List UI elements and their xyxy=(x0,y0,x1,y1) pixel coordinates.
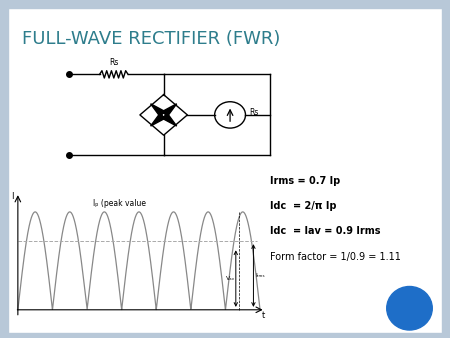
Bar xyxy=(0,0,8,338)
Text: Idc  = Iav = 0.9 Irms: Idc = Iav = 0.9 Irms xyxy=(270,226,381,237)
Polygon shape xyxy=(162,104,177,116)
Text: Irms = 0.7 Ip: Irms = 0.7 Ip xyxy=(270,176,340,186)
Polygon shape xyxy=(162,114,177,126)
Text: I: I xyxy=(11,192,13,201)
Bar xyxy=(0,333,450,338)
Text: Iᵣₘₛ: Iᵣₘₛ xyxy=(255,273,265,278)
Bar xyxy=(0,0,450,8)
Text: FULL-WAVE RECTIFIER (FWR): FULL-WAVE RECTIFIER (FWR) xyxy=(22,30,281,48)
Text: Rs: Rs xyxy=(249,108,258,117)
Text: t: t xyxy=(262,311,265,320)
Circle shape xyxy=(387,287,432,330)
Polygon shape xyxy=(151,114,165,126)
Text: Idc  = 2/π Ip: Idc = 2/π Ip xyxy=(270,201,337,211)
Polygon shape xyxy=(151,104,165,116)
Bar xyxy=(442,0,450,338)
Text: Form factor = 1/0.9 = 1.11: Form factor = 1/0.9 = 1.11 xyxy=(270,252,401,262)
Text: Iₚ (peak value: Iₚ (peak value xyxy=(93,199,146,208)
Text: Rs: Rs xyxy=(109,58,118,67)
Text: Vₐᵥ: Vₐᵥ xyxy=(226,276,235,281)
